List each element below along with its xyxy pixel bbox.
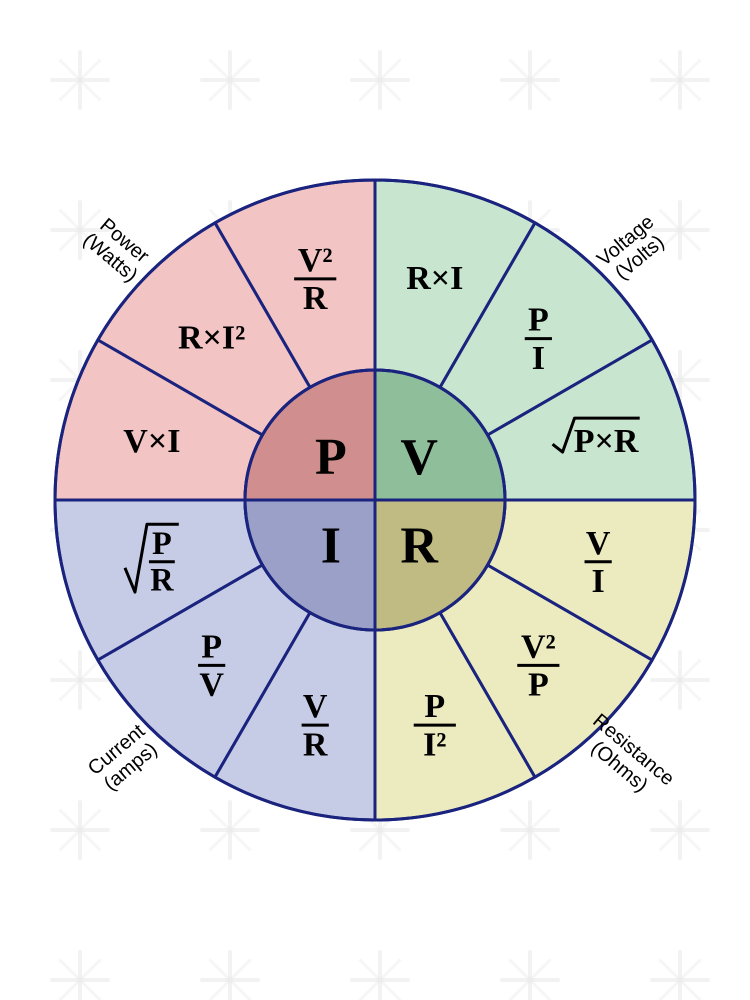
svg-text:V×I: V×I bbox=[123, 423, 180, 460]
center-letter-current: I bbox=[321, 517, 341, 574]
svg-text:V²: V² bbox=[521, 628, 556, 665]
svg-text:I²: I² bbox=[423, 726, 446, 763]
center-letter-power: P bbox=[315, 429, 347, 486]
formula-current-7: PV bbox=[198, 628, 225, 703]
svg-text:R×I: R×I bbox=[406, 260, 463, 297]
svg-text:P: P bbox=[528, 302, 549, 339]
svg-text:V: V bbox=[303, 688, 328, 725]
svg-text:P: P bbox=[528, 667, 549, 704]
svg-text:R: R bbox=[150, 561, 174, 597]
center-letter-resistance: R bbox=[400, 517, 439, 574]
svg-text:R×I²: R×I² bbox=[178, 320, 245, 357]
ohms-law-wheel: PVIRR×IPIP×RV²RR×I²V×IPRPVVRPI²V²PVIPowe… bbox=[0, 0, 750, 1000]
formula-voltage-0: R×I bbox=[406, 260, 463, 297]
svg-text:V²: V² bbox=[298, 242, 333, 279]
formula-power-4: R×I² bbox=[178, 320, 245, 357]
svg-text:V: V bbox=[586, 525, 611, 562]
formula-power-5: V×I bbox=[123, 423, 180, 460]
svg-text:I: I bbox=[592, 563, 605, 600]
svg-text:V: V bbox=[199, 667, 224, 704]
center-letter-voltage: V bbox=[400, 429, 438, 486]
svg-text:P: P bbox=[201, 628, 222, 665]
svg-text:P: P bbox=[152, 525, 172, 561]
svg-text:R: R bbox=[303, 726, 328, 763]
svg-text:P: P bbox=[424, 688, 445, 725]
svg-text:I: I bbox=[532, 340, 545, 377]
svg-text:R: R bbox=[303, 280, 328, 317]
svg-text:P×R: P×R bbox=[574, 423, 639, 460]
formula-current-8: VR bbox=[302, 688, 329, 763]
